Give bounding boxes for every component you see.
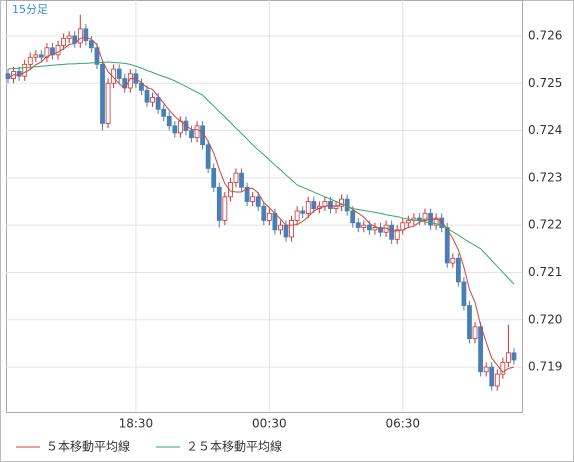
candle-body [450, 257, 456, 264]
candle-body [55, 45, 61, 56]
chart-title: 15分足 [12, 3, 48, 16]
candle-body [38, 54, 44, 58]
y-tick-label: 0.725 [528, 76, 562, 90]
candle-body [478, 326, 484, 373]
candle-body [444, 227, 450, 264]
y-tick-label: 0.723 [528, 170, 562, 184]
candle-body [472, 326, 478, 340]
candle-body [361, 224, 367, 228]
y-tick-label: 0.724 [528, 123, 562, 137]
y-tick-label: 0.722 [528, 218, 562, 232]
candle-body [144, 89, 150, 103]
candle-body [300, 210, 306, 214]
y-tick-label: 0.726 [528, 28, 562, 42]
candle-body [500, 361, 506, 375]
candle-body [94, 47, 100, 65]
candle-body [467, 305, 472, 340]
candle-body [205, 144, 211, 169]
candle-body [439, 217, 445, 228]
candle-body [255, 196, 261, 207]
candle-body [283, 224, 289, 238]
candle-body [261, 205, 267, 221]
candle-body [177, 120, 183, 134]
candle-body [378, 227, 383, 233]
y-tick-label: 0.719 [528, 360, 562, 374]
candle-body [494, 373, 500, 387]
candle-body [211, 167, 217, 188]
candle-body [189, 130, 194, 139]
candle-body [366, 224, 372, 231]
candle-body [350, 210, 356, 224]
candle-body [89, 40, 94, 49]
candle-body [305, 201, 311, 214]
candle-body [372, 227, 378, 231]
candle-body [461, 281, 467, 306]
candle-body [244, 186, 250, 202]
candle-body [250, 196, 256, 202]
candle-body [355, 222, 361, 228]
candle-body [100, 63, 105, 124]
candle-body [405, 220, 411, 224]
candle-body [61, 37, 66, 46]
candle-body [289, 220, 294, 238]
candle-body [511, 352, 517, 361]
candle-body [216, 186, 222, 221]
candle-body [155, 97, 161, 110]
candle-body [161, 108, 167, 117]
candle-body [272, 212, 278, 231]
candle-body [5, 73, 11, 79]
candle-body [422, 212, 428, 221]
candle-body [483, 366, 489, 373]
ma-line [7, 36, 515, 373]
candle-body [394, 229, 400, 240]
candle-body [389, 224, 395, 240]
candle-body [433, 217, 439, 226]
candle-body [172, 125, 178, 134]
candle-body [22, 63, 28, 77]
x-tick-label: 18:30 [119, 417, 154, 431]
candle-body [33, 54, 39, 58]
candle-body [66, 35, 72, 39]
x-tick-label: 06:30 [385, 417, 420, 431]
candle-body [311, 201, 317, 210]
candle-body [83, 28, 89, 42]
candle-body [239, 172, 244, 188]
candle-body [455, 257, 461, 283]
candle-body [505, 352, 511, 363]
legend: ５本移動平均線 ２５本移動平均線 [16, 439, 282, 454]
ma-line [7, 61, 515, 285]
candle-body [233, 172, 239, 183]
candle-body [105, 82, 111, 124]
candle-body [489, 366, 495, 387]
candle-body [294, 210, 300, 221]
candle-body [127, 73, 133, 89]
candle-body [166, 115, 172, 127]
marks [5, 14, 517, 391]
legend-label: ５本移動平均線 [46, 439, 130, 454]
candle-body [266, 212, 272, 221]
legend-label: ２５本移動平均線 [186, 439, 282, 454]
candle-body [116, 68, 122, 79]
candle-body [44, 47, 50, 58]
candle-body [194, 125, 200, 139]
y-tick-label: 0.720 [528, 312, 562, 326]
candle-body [278, 224, 283, 231]
candle-body [27, 56, 33, 65]
candle-body [77, 28, 83, 44]
candle-body [222, 196, 228, 221]
y-tick-label: 0.721 [528, 265, 562, 279]
candle-body [150, 97, 155, 103]
candle-body [417, 217, 422, 221]
candle-body [227, 182, 233, 198]
x-tick-label: 00:30 [252, 417, 287, 431]
